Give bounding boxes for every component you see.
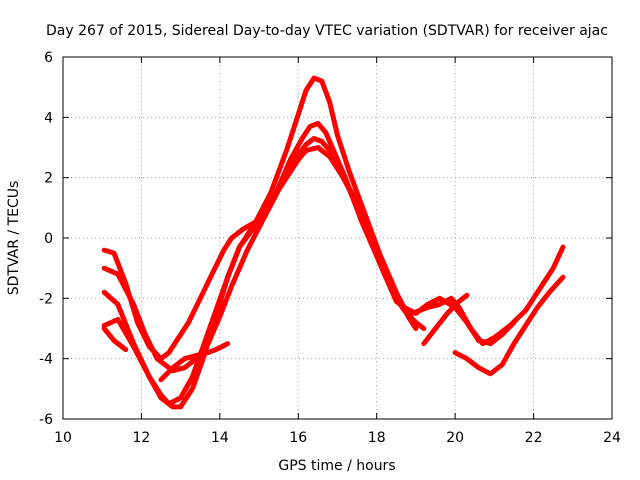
y-axis-label: SDTVAR / TECUs xyxy=(6,181,22,296)
series-line-sat-e xyxy=(101,326,129,353)
x-tick-label: 16 xyxy=(289,430,307,446)
grid-layer xyxy=(63,57,612,419)
x-tick-label: 22 xyxy=(525,430,543,446)
series-line-sat-g xyxy=(421,292,470,347)
y-tick-label: 4 xyxy=(44,110,53,126)
series-line-sat-f xyxy=(158,341,231,383)
x-tick-label: 20 xyxy=(446,430,464,446)
y-tick-label: -6 xyxy=(39,412,53,428)
y-tick-label: 2 xyxy=(44,171,53,187)
x-tick-label: 12 xyxy=(133,430,151,446)
x-tick-label: 14 xyxy=(211,430,229,446)
series-line-sat-c xyxy=(101,145,517,407)
series-line-sat-h xyxy=(452,274,566,377)
series-layer xyxy=(101,75,566,410)
x-tick-label: 24 xyxy=(603,430,621,446)
y-tick-label: -2 xyxy=(39,291,53,307)
y-tick-label: -4 xyxy=(39,352,53,368)
x-tick-label: 18 xyxy=(368,430,386,446)
y-tick-label: 6 xyxy=(44,50,53,66)
chart-title: Day 267 of 2015, Sidereal Day-to-day VTE… xyxy=(46,23,608,39)
series-line-sat-b xyxy=(101,135,566,374)
x-axis-label: GPS time / hours xyxy=(278,458,395,474)
y-tick-label: 0 xyxy=(44,231,53,247)
series-line-sat-d xyxy=(101,75,419,410)
x-tick-label: 10 xyxy=(54,430,72,446)
